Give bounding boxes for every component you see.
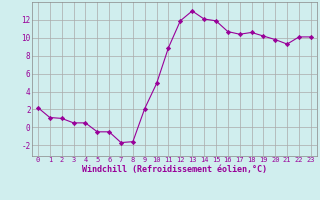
X-axis label: Windchill (Refroidissement éolien,°C): Windchill (Refroidissement éolien,°C): [82, 165, 267, 174]
